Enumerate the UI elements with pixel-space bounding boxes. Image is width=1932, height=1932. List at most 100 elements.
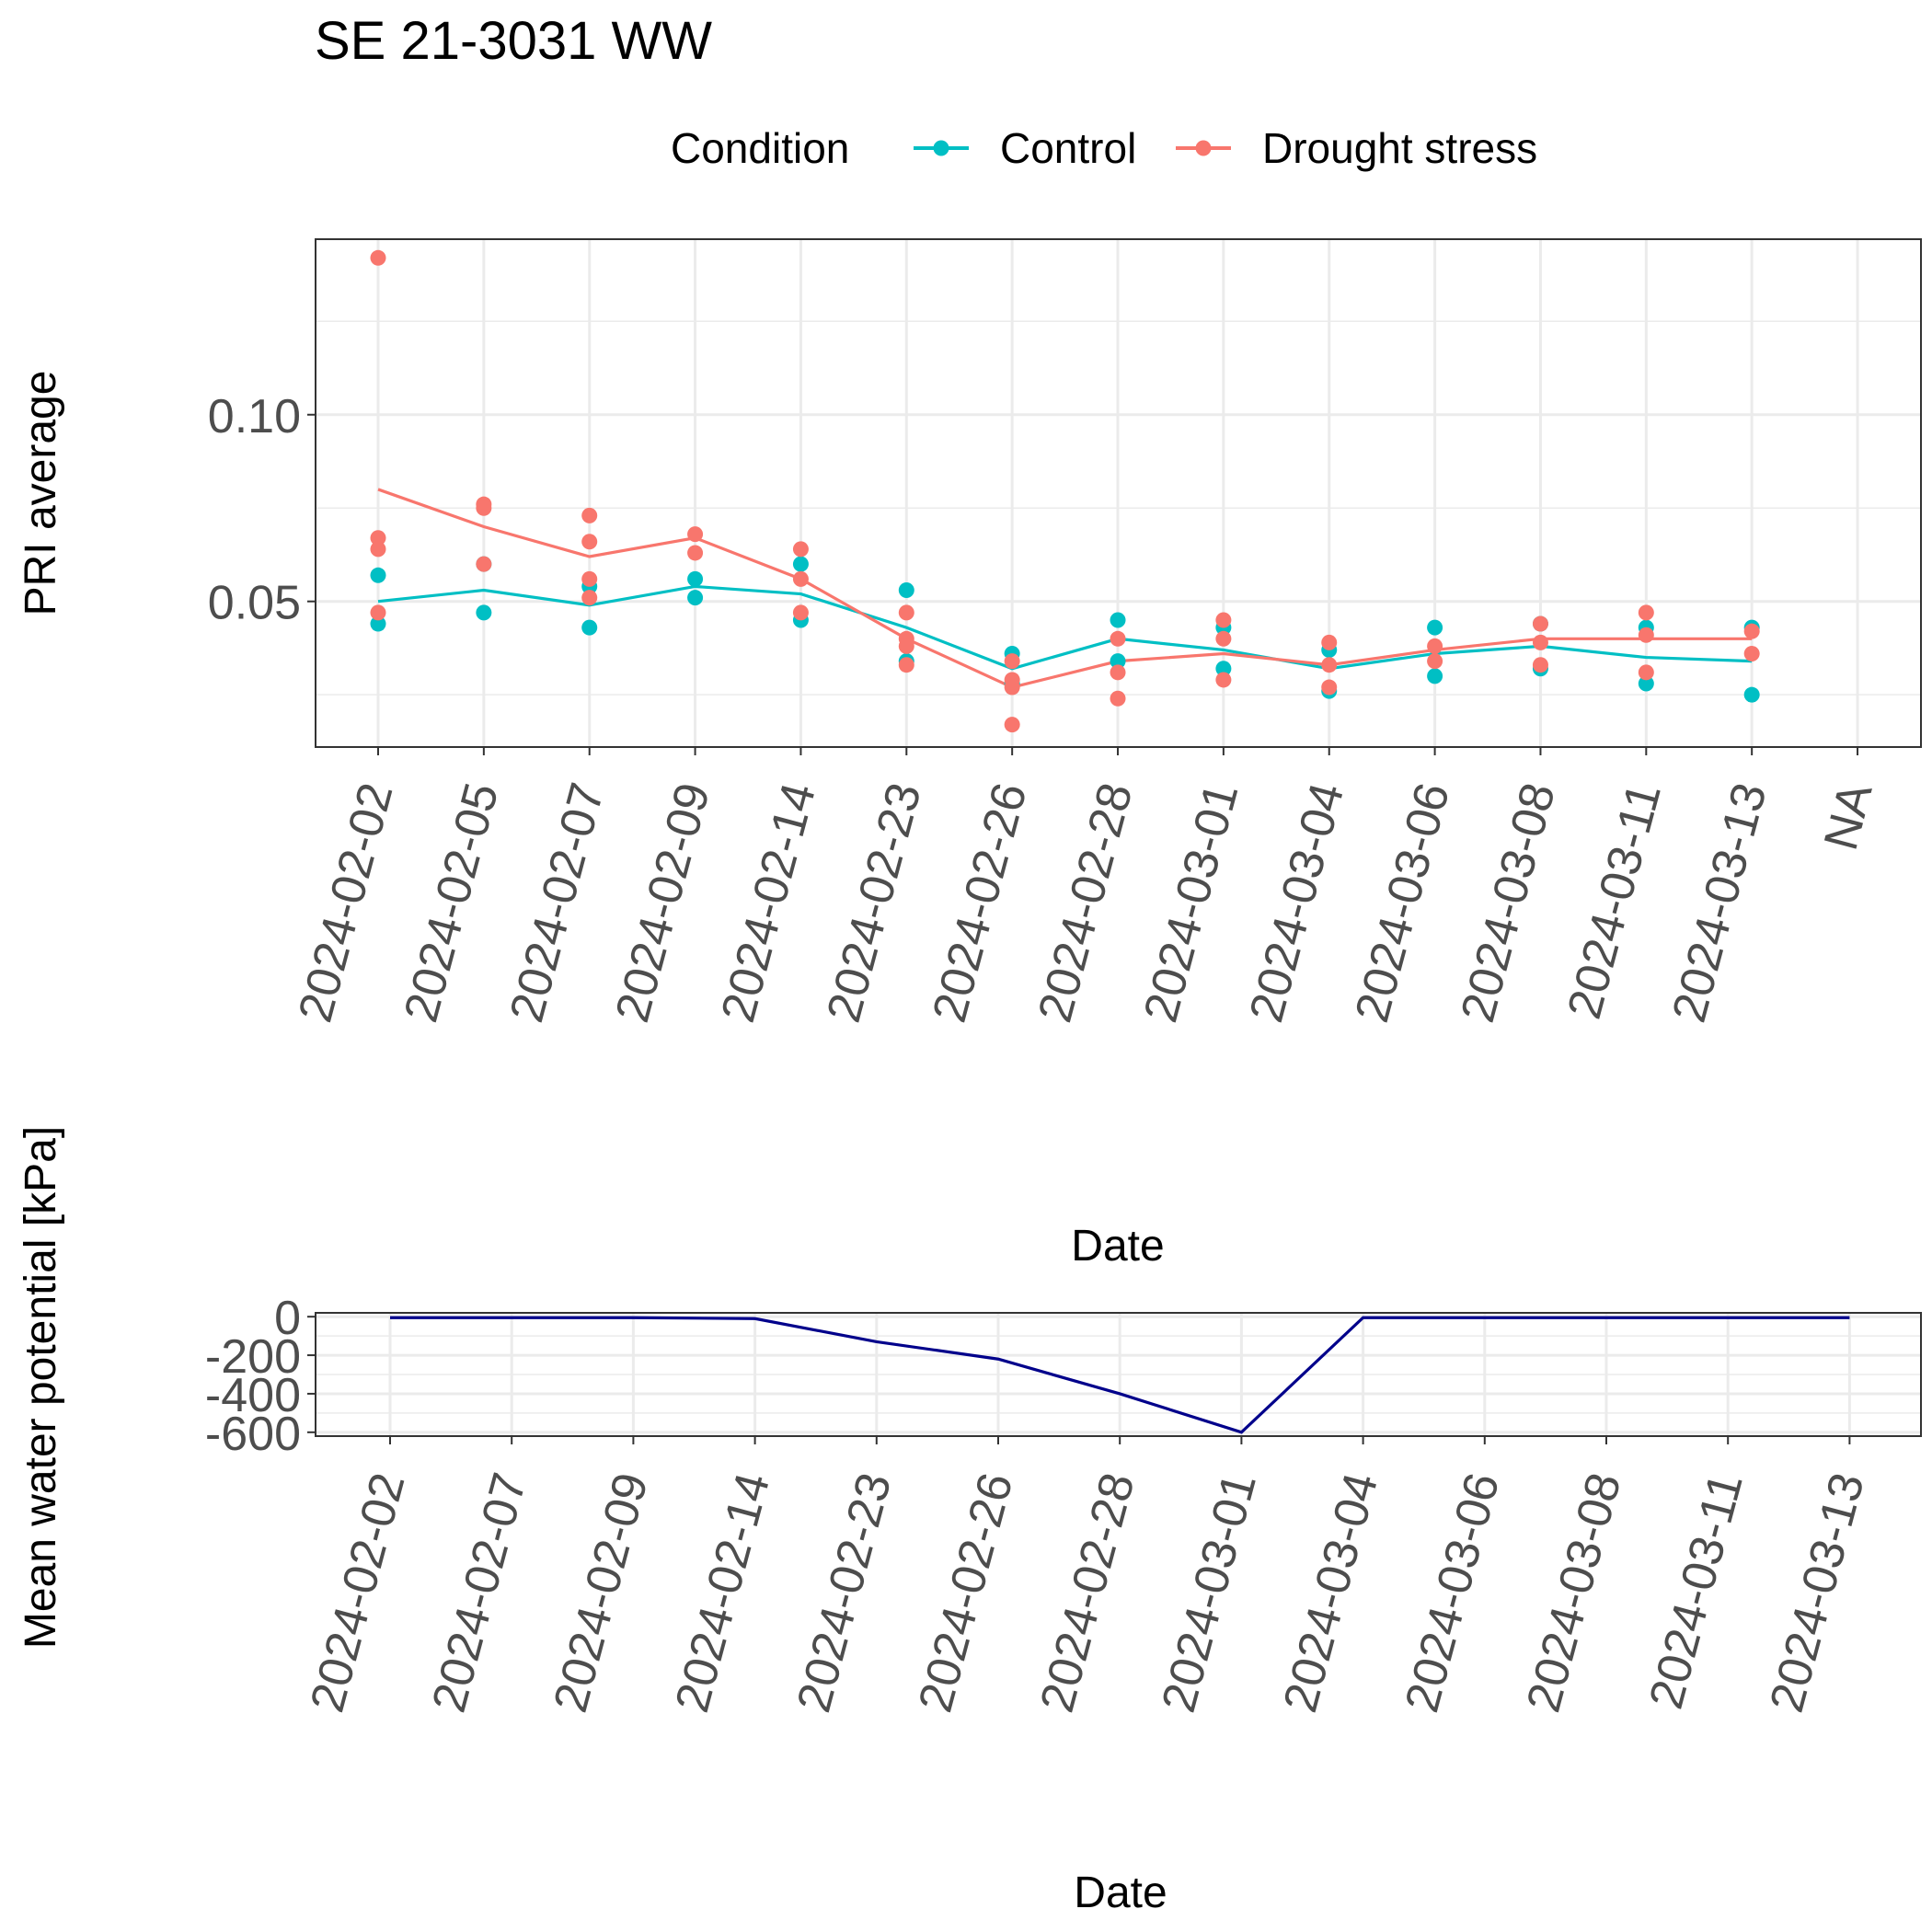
x-tick-label: 2024-02-23 [817,777,932,1028]
chart-title: SE 21-3031 WW [315,11,712,71]
legend-key-point [1195,140,1212,156]
data-point-control [1110,612,1126,628]
series-line-control [377,584,1753,671]
x-tick-label: 2024-03-04 [1239,777,1354,1028]
legend: Condition Control Drought stress [671,124,1537,172]
y-axis-title: PRI average [17,371,65,616]
series-line-drought-stress [377,488,1753,689]
data-point-control [687,590,704,606]
data-point-drought-stress [370,541,386,558]
x-tick-label: 2024-03-06 [1396,1467,1511,1718]
legend-title: Condition [671,124,849,172]
y-axis-title: Mean water potential [kPa] [17,1126,65,1649]
x-tick-label: 2024-02-28 [1029,777,1144,1028]
data-point-drought-stress [1110,690,1126,707]
data-point-drought-stress [1004,717,1020,733]
data-point-drought-stress [898,657,914,673]
x-tick-label: 2024-02-26 [909,1467,1024,1718]
data-point-drought-stress [1638,627,1654,643]
data-point-control [1743,686,1760,703]
x-tick-label: 2024-02-28 [1030,1467,1145,1718]
legend-label-drought-stress: Drought stress [1262,124,1537,172]
data-point-drought-stress [1215,672,1232,688]
data-point-drought-stress [1004,679,1020,696]
x-tick-label: 2024-02-02 [301,1467,416,1718]
data-point-control [370,615,386,632]
data-point-control [370,567,386,583]
x-tick-label: 2024-03-01 [1134,777,1249,1028]
x-tick-label: 2024-03-11 [1558,777,1672,1024]
data-point-drought-stress [1321,634,1338,650]
x-tick-label: 2024-03-08 [1451,777,1566,1028]
x-tick-label: 2024-03-04 [1273,1467,1388,1718]
x-tick-label: 2024-02-14 [711,777,826,1028]
data-point-drought-stress [581,570,598,587]
legend-item-control: Control [914,124,1136,172]
x-axis-title: Date [1074,1869,1167,1917]
data-point-drought-stress [581,590,598,606]
data-point-drought-stress [1321,657,1338,673]
data-point-drought-stress [792,604,809,621]
data-point-drought-stress [792,541,809,558]
x-tick-label: 2024-03-01 [1152,1467,1267,1718]
data-point-control [792,556,809,572]
data-point-drought-stress [1532,615,1548,632]
data-point-drought-stress [1532,657,1548,673]
data-point-control [1427,668,1443,684]
y-tick-label: -400 [205,1369,301,1422]
y-tick-label: -200 [205,1330,301,1384]
data-point-control [898,582,914,599]
data-point-drought-stress [476,556,492,572]
data-point-drought-stress [1638,604,1654,621]
y-tick-label: 0.10 [208,390,301,443]
data-point-drought-stress [1427,638,1443,654]
legend-item-drought-stress: Drought stress [1176,124,1537,172]
x-tick-label: NA [1814,777,1883,856]
x-tick-label: 2024-02-07 [500,777,615,1028]
data-point-drought-stress [1215,612,1232,628]
data-point-drought-stress [898,604,914,621]
x-tick-label: 2024-02-09 [544,1467,659,1718]
data-point-control [687,570,704,587]
y-tick-label: 0 [274,1292,301,1345]
x-tick-label: 2024-03-13 [1760,1467,1875,1718]
legend-label-control: Control [1000,124,1136,172]
data-point-drought-stress [370,530,386,546]
data-point-drought-stress [370,604,386,621]
y-tick-label: 0.05 [208,577,301,630]
x-tick-label: 2024-03-13 [1662,777,1777,1028]
data-point-control [476,604,492,621]
x-tick-label: 2024-02-14 [665,1467,780,1718]
data-point-drought-stress [898,638,914,654]
data-point-drought-stress [1110,664,1126,681]
data-point-drought-stress [792,570,809,587]
x-tick-label: 2024-02-09 [605,777,720,1028]
data-point-drought-stress [1110,630,1126,647]
data-point-drought-stress [1004,653,1020,670]
x-tick-label: 2024-03-08 [1517,1467,1632,1718]
x-tick-label: 2024-02-05 [395,777,510,1028]
x-tick-label: 2024-02-07 [422,1467,537,1718]
data-point-drought-stress [476,500,492,516]
data-point-drought-stress [370,249,386,266]
legend-key-point [933,140,949,156]
data-point-drought-stress [687,545,704,561]
data-point-drought-stress [581,534,598,550]
plot-border [315,1312,1922,1437]
data-point-drought-stress [687,526,704,543]
x-axis-title: Date [1071,1222,1164,1271]
pri-panel: 0.050.102024-02-022024-02-052024-02-0720… [17,238,1922,1271]
data-point-drought-stress [1321,679,1338,696]
data-point-drought-stress [1638,664,1654,681]
data-point-control [1638,675,1654,692]
data-point-drought-stress [1743,623,1760,639]
x-tick-label: 2024-02-23 [788,1467,903,1718]
data-point-drought-stress [1215,630,1232,647]
x-tick-label: 2024-03-06 [1345,777,1460,1028]
water-potential-line [390,1316,1850,1434]
data-point-drought-stress [1743,646,1760,662]
y-tick-label: -600 [205,1408,301,1461]
data-point-drought-stress [581,507,598,523]
